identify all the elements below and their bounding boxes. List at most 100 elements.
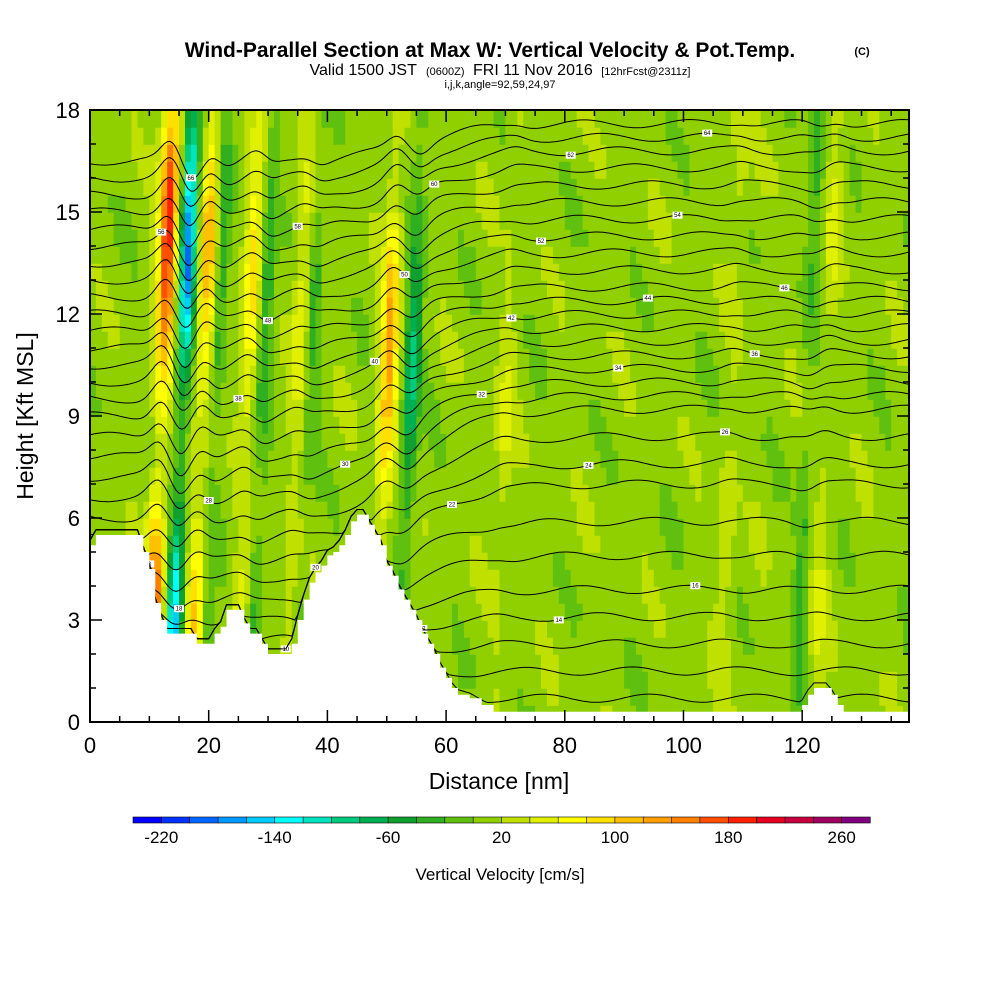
field-cell bbox=[297, 433, 305, 451]
field-cell bbox=[208, 416, 216, 434]
field-cell bbox=[274, 246, 281, 264]
field-cell bbox=[903, 280, 909, 298]
field-cell bbox=[487, 416, 495, 434]
field-cell bbox=[861, 229, 869, 247]
field-cell bbox=[766, 161, 774, 179]
field-cell bbox=[564, 450, 572, 468]
field-cell bbox=[95, 416, 103, 434]
field-cell bbox=[796, 110, 803, 128]
field-cell bbox=[713, 246, 720, 264]
field-cell bbox=[339, 263, 346, 281]
field-cell bbox=[636, 212, 643, 230]
field-cell bbox=[125, 382, 133, 400]
field-cell bbox=[232, 246, 240, 264]
field-cell bbox=[499, 365, 507, 383]
field-cell bbox=[588, 195, 596, 213]
field-cell bbox=[511, 416, 519, 434]
field-cell bbox=[547, 518, 554, 536]
field-cell bbox=[594, 467, 602, 485]
field-cell bbox=[760, 603, 768, 621]
field-cell bbox=[458, 399, 465, 417]
field-cell bbox=[784, 110, 792, 128]
field-cell bbox=[179, 246, 186, 264]
field-cell bbox=[535, 416, 542, 434]
field-cell bbox=[594, 331, 602, 349]
field-cell bbox=[125, 416, 133, 434]
field-cell bbox=[475, 280, 483, 298]
field-cell bbox=[903, 671, 909, 689]
field-cell bbox=[570, 365, 578, 383]
field-cell bbox=[161, 314, 168, 332]
field-cell bbox=[837, 518, 845, 536]
field-cell bbox=[137, 416, 145, 434]
field-cell bbox=[707, 450, 714, 468]
field-cell bbox=[772, 314, 780, 332]
field-cell bbox=[873, 365, 881, 383]
field-cell bbox=[647, 263, 655, 281]
field-cell bbox=[659, 127, 667, 145]
field-cell bbox=[879, 127, 886, 145]
field-cell bbox=[428, 518, 435, 536]
field-cell bbox=[867, 246, 875, 264]
field-cell bbox=[641, 416, 649, 434]
field-cell bbox=[321, 161, 329, 179]
field-cell bbox=[867, 450, 875, 468]
field-cell bbox=[315, 280, 323, 298]
field-cell bbox=[125, 246, 133, 264]
field-cell bbox=[125, 110, 133, 128]
field-cell bbox=[535, 144, 542, 162]
field-cell bbox=[576, 450, 584, 468]
field-cell bbox=[517, 535, 524, 553]
field-cell bbox=[837, 552, 845, 570]
field-cell bbox=[279, 229, 287, 247]
field-cell bbox=[814, 433, 821, 451]
field-cell bbox=[790, 212, 797, 230]
field-cell bbox=[558, 586, 566, 604]
field-cell bbox=[499, 603, 507, 621]
field-cell bbox=[831, 195, 839, 213]
field-cell bbox=[410, 348, 418, 366]
field-cell bbox=[659, 365, 667, 383]
field-cell bbox=[630, 416, 637, 434]
field-cell bbox=[873, 382, 881, 400]
field-cell bbox=[897, 365, 904, 383]
field-cell bbox=[339, 280, 346, 298]
field-cell bbox=[820, 246, 827, 264]
field-cell bbox=[214, 314, 222, 332]
field-cell bbox=[689, 195, 697, 213]
field-cell bbox=[547, 161, 554, 179]
field-cell bbox=[529, 229, 536, 247]
field-cell bbox=[719, 518, 726, 536]
field-cell bbox=[594, 382, 602, 400]
field-cell bbox=[564, 688, 572, 706]
field-cell bbox=[493, 654, 501, 672]
field-cell bbox=[606, 433, 613, 451]
field-cell bbox=[333, 365, 340, 383]
field-cell bbox=[392, 382, 400, 400]
field-cell bbox=[547, 603, 554, 621]
field-cell bbox=[606, 314, 613, 332]
field-cell bbox=[511, 297, 519, 315]
field-cell bbox=[736, 586, 744, 604]
field-cell bbox=[808, 484, 815, 502]
field-cell bbox=[570, 127, 578, 145]
field-cell bbox=[202, 127, 210, 145]
field-cell bbox=[701, 637, 708, 655]
field-cell bbox=[837, 331, 845, 349]
field-cell bbox=[179, 586, 186, 604]
field-cell bbox=[149, 178, 156, 196]
field-cell bbox=[398, 535, 406, 553]
field-cell bbox=[434, 195, 441, 213]
field-cell bbox=[630, 110, 637, 128]
field-cell bbox=[653, 484, 661, 502]
field-cell bbox=[469, 467, 477, 485]
field-cell bbox=[113, 212, 121, 230]
field-cell bbox=[903, 110, 909, 128]
field-cell bbox=[897, 688, 904, 706]
field-cell bbox=[802, 535, 809, 553]
field-cell bbox=[398, 195, 406, 213]
field-cell bbox=[701, 586, 708, 604]
field-cell bbox=[208, 382, 216, 400]
field-cell bbox=[131, 280, 139, 298]
field-cell bbox=[119, 484, 127, 502]
